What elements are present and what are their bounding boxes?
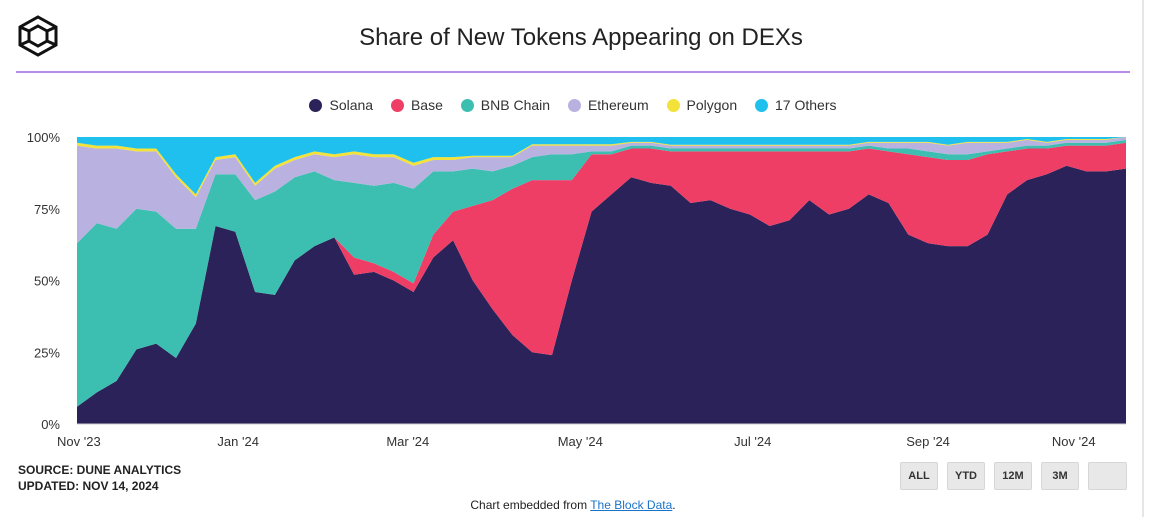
y-tick-label: 75%: [34, 202, 60, 217]
legend-item-base[interactable]: Base: [390, 97, 443, 113]
updated-text: UPDATED: NOV 14, 2024: [18, 479, 159, 493]
chart-legend: Solana Base BNB Chain Ethereum Polygon 1…: [0, 97, 1146, 115]
x-tick-label: Mar '24: [386, 434, 429, 449]
chart-metadata: SOURCE: DUNE ANALYTICS UPDATED: NOV 14, …: [18, 462, 181, 494]
area-bnb-chain: [77, 139, 1126, 407]
range-button-3m[interactable]: 3M: [1041, 462, 1079, 490]
legend-item-polygon[interactable]: Polygon: [666, 97, 738, 113]
y-tick-label: 100%: [27, 130, 61, 145]
legend-item-17-others[interactable]: 17 Others: [755, 97, 837, 113]
chart-title: Share of New Tokens Appearing on DEXs: [359, 24, 803, 51]
frame-border: [1142, 0, 1144, 517]
range-button-all[interactable]: ALL: [900, 462, 938, 490]
source-text: SOURCE: DUNE ANALYTICS: [18, 463, 182, 477]
legend-dot-bnb-chain: [460, 98, 474, 112]
y-tick-label: 0%: [41, 417, 60, 432]
legend-label-17-others: 17 Others: [775, 97, 837, 113]
legend-dot-ethereum: [567, 98, 581, 112]
area-base: [77, 142, 1126, 407]
x-tick-label: Jul '24: [734, 434, 771, 449]
legend-label-solana: Solana: [329, 97, 374, 113]
legend-label-bnb-chain: BNB Chain: [480, 97, 551, 113]
legend-dot-17-others: [755, 98, 769, 112]
stacked-area-chart: 0% 25% 50% 75% 100% Nov '23 Jan '24 Mar '24 May …: [27, 130, 1126, 449]
legend-dot-solana: [309, 98, 323, 112]
x-tick-label: Nov '23: [57, 434, 101, 449]
area-17-others: [77, 137, 1126, 195]
embed-suffix: .: [672, 498, 676, 512]
y-tick-label: 50%: [34, 274, 60, 289]
area-ethereum: [77, 137, 1126, 244]
range-selector: ALL YTD 12M 3M: [900, 462, 1127, 490]
x-tick-label: Jan '24: [217, 434, 259, 449]
x-tick-label: Nov '24: [1052, 434, 1096, 449]
range-button-ytd[interactable]: YTD: [947, 462, 985, 490]
x-tick-label: Sep '24: [906, 434, 950, 449]
range-button-12m[interactable]: 12M: [994, 462, 1032, 490]
legend-label-base: Base: [410, 97, 443, 113]
x-tick-label: May '24: [558, 434, 603, 449]
legend-item-ethereum[interactable]: Ethereum: [567, 97, 649, 113]
legend-label-polygon: Polygon: [686, 97, 738, 113]
embed-note: Chart embedded from The Block Data.: [0, 498, 1146, 512]
the-block-data-link[interactable]: The Block Data: [590, 498, 673, 512]
embed-prefix: Chart embedded from: [470, 498, 591, 512]
range-button-blank[interactable]: [1088, 462, 1127, 490]
the-block-logo-icon: [18, 15, 58, 57]
legend-item-bnb-chain[interactable]: BNB Chain: [460, 97, 551, 113]
legend-item-solana[interactable]: Solana: [309, 97, 373, 113]
area-solana: [77, 165, 1126, 424]
y-tick-label: 25%: [34, 345, 60, 360]
title-divider: [16, 71, 1130, 73]
legend-label-ethereum: Ethereum: [587, 97, 649, 113]
legend-dot-base: [390, 98, 404, 112]
legend-dot-polygon: [666, 98, 680, 112]
